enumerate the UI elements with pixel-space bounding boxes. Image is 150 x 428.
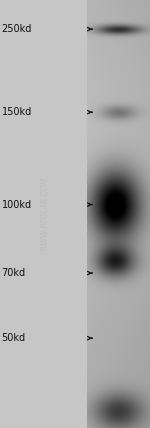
Text: 150kd: 150kd (2, 107, 32, 117)
Text: 100kd: 100kd (2, 199, 32, 210)
Text: 50kd: 50kd (2, 333, 26, 343)
Text: WWW.PTGLAB.COM: WWW.PTGLAB.COM (40, 177, 50, 251)
Text: 250kd: 250kd (2, 24, 32, 34)
Text: 70kd: 70kd (2, 268, 26, 278)
